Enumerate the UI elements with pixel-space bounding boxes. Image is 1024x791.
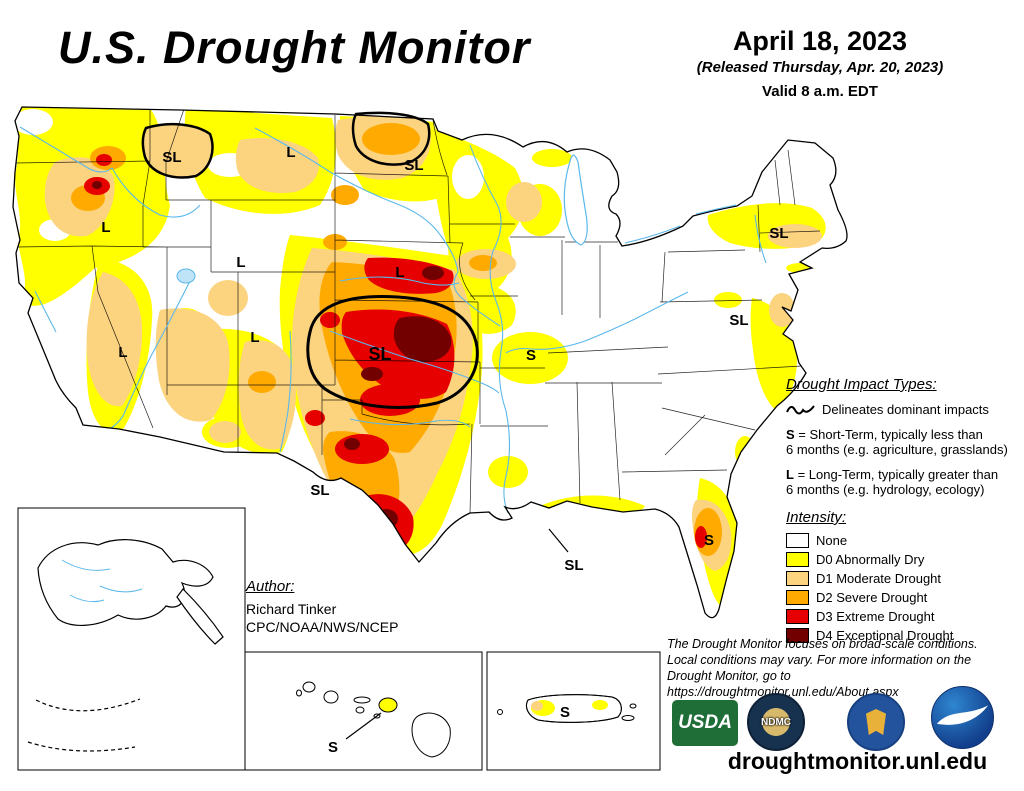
legend-swatch-d0 [786,552,809,567]
map-label-florida: S [704,532,714,549]
author-name: Richard Tinker [246,601,337,617]
legend-swatch-none [786,533,809,548]
map-label-wyoming: L [236,254,245,271]
usda-logo: USDA [672,700,738,746]
map-label-north-dakota: SL [404,157,423,174]
map-label-hawaii: S [328,739,338,756]
legend-item-d0: D0 Abnormally Dry [786,552,1022,567]
legend-swatch-d1 [786,571,809,586]
dominant-impacts-squiggle-icon [786,405,815,415]
rivers [19,126,767,514]
map-label-pnw: SL [162,149,181,166]
map-label-nebraska: L [395,264,404,281]
legend-item-d4: D4 Exceptional Drought [786,628,1022,643]
short-term-definition: S = Short-Term, typically less than 6 mo… [786,427,1008,457]
impact-labels: SL L SL L L L L L SL S SL SL SL S SL [101,144,788,574]
legend-item-d1: D1 Moderate Drought [786,571,1022,586]
legend-swatch-d4 [786,628,809,643]
map-label-gulf-coast: SL [564,557,583,574]
long-term-definition: L = Long-Term, typically greater than 6 … [786,467,999,497]
map-date: April 18, 2023 [732,26,908,56]
author-org: CPC/NOAA/NWS/NCEP [246,619,399,635]
legend-swatch-d2 [786,590,809,605]
legend-swatch-d3 [786,609,809,624]
map-label-east-oregon: L [101,219,110,236]
map-label-nevada: L [118,344,127,361]
droughtmonitor-url: droughtmonitor.unl.edu [727,748,988,774]
page-title: U.S. Drought Monitor [58,22,531,73]
map-label-kansas: SL [368,344,391,364]
map-label-montana: L [286,144,295,161]
legend-item-d3: D3 Extreme Drought [786,609,1022,624]
dominant-impacts-row: Delineates dominant impacts [786,401,1022,417]
ndmc-logo: NDMC [747,693,805,751]
map-label-missouri: S [526,347,536,364]
release-date: (Released Thursday, Apr. 20, 2023) [696,59,944,76]
map-label-puerto-rico: S [560,704,570,721]
puerto-rico-inset: S [486,651,661,771]
map-label-west-texas: SL [310,482,329,499]
dominant-impacts-label: Delineates dominant impacts [822,401,989,417]
map-label-utah-colorado: L [250,329,259,346]
state-boundaries [14,107,821,514]
commerce-shield-icon [866,709,886,735]
hawaii-inset: S [244,651,483,771]
commerce-seal-logo [847,693,905,751]
disclaimer: The Drought Monitor focuses on broad-sca… [667,637,978,699]
alaska-inset [17,507,246,771]
intensity-heading: Intensity: [786,509,847,526]
us-outline [12,106,848,619]
great-salt-lake [176,268,196,284]
author-heading: Author: [246,578,295,595]
date-block: April 18, 2023 (Released Thursday, Apr. … [655,26,985,100]
noaa-bird-icon [936,705,989,725]
map-label-new-england: SL [769,225,788,242]
noaa-logo [931,686,994,749]
map-label-mid-atlantic: SL [729,312,748,329]
valid-time: Valid 8 a.m. EDT [762,83,878,100]
legend-item-d2: D2 Severe Drought [786,590,1022,605]
lake-erie-shore [624,204,737,244]
legend-item-none: None [786,533,1022,548]
author-block: Author: Richard Tinker CPC/NOAA/NWS/NCEP [246,578,398,636]
lake-michigan [563,154,588,246]
intensity-legend: None D0 Abnormally Dry D1 Moderate Droug… [786,533,1022,643]
impact-types-heading: Drought Impact Types: [786,376,937,393]
legend-panel: Drought Impact Types: Delineates dominan… [786,376,1022,647]
impact-outlines [141,111,479,409]
gulf-label-pointer [548,528,569,553]
